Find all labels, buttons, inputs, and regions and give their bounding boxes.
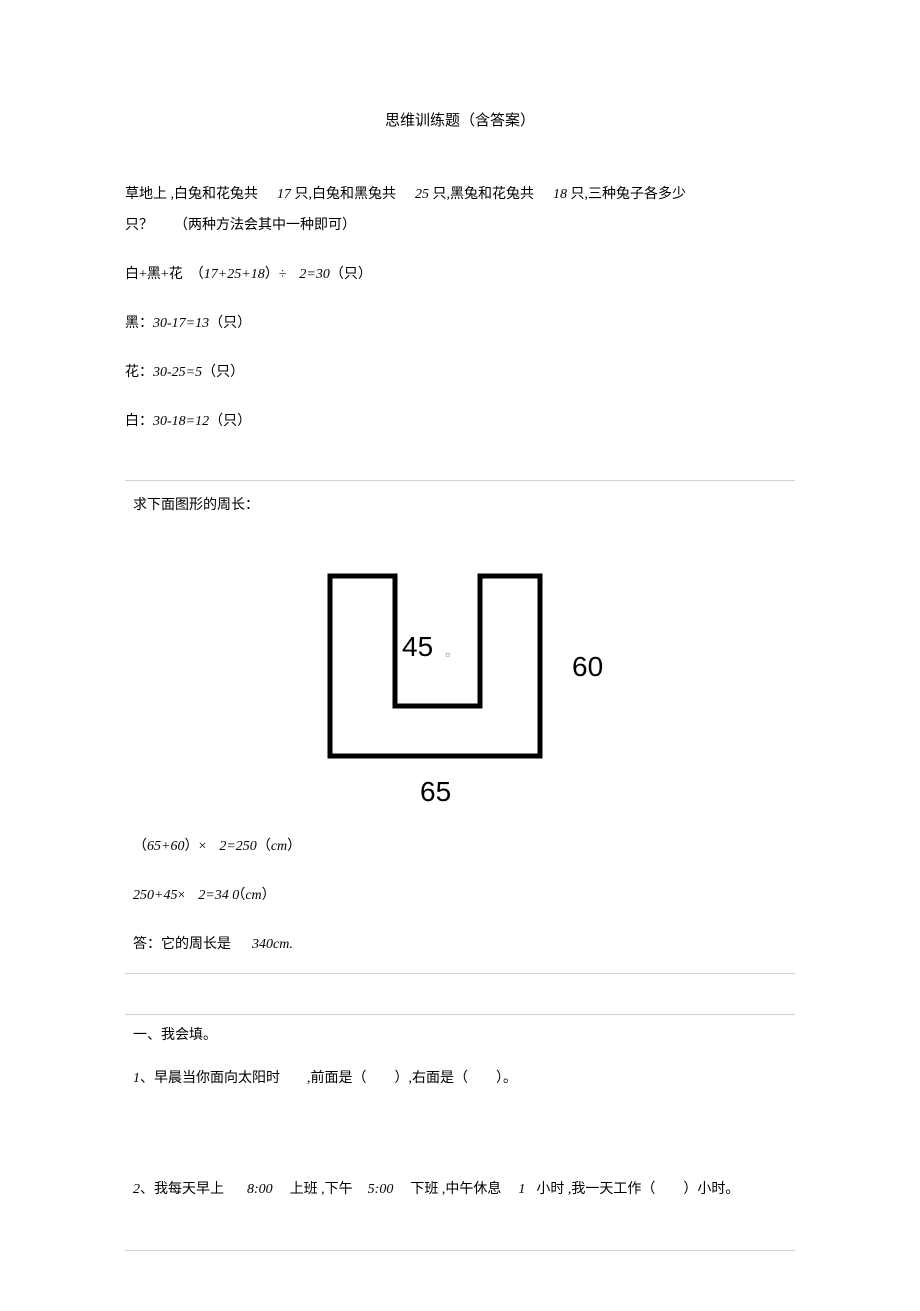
- u-shape-diagram: 45 ▫ 60 65: [290, 546, 630, 816]
- u-shape-path: [330, 576, 540, 756]
- s3-q1: 1、早晨当你面向太阳时 ,前面是（ ）,右面是（ ）。: [133, 1068, 787, 1089]
- p1-num-2: 25: [415, 187, 429, 202]
- s3-heading: 一、我会填。: [133, 1025, 787, 1046]
- p2-answer: 答：它的周长是 340cm.: [133, 934, 787, 955]
- p1-solution-2: 黑：30-17=13（只）: [125, 313, 795, 334]
- label-45: 45: [402, 631, 433, 662]
- problem-1-text: 草地上 ,白兔和花兔共 17 只,白兔和黑兔共 25 只,黑兔和花兔共 18 只…: [125, 181, 795, 236]
- p1-solution-1: 白+黑+花 （17+25+18）÷ 2=30（只）: [125, 264, 795, 285]
- p2-figure: 45 ▫ 60 65: [133, 546, 787, 816]
- problem-2-section: 求下面图形的周长： 45 ▫ 60 65 （65+60）× 2=250（cm） …: [125, 480, 795, 974]
- p1-line2: 只？ （两种方法会其中一种即可）: [125, 215, 795, 236]
- p2-calc-2: 250+45× 2=34 0（cm）: [133, 885, 787, 906]
- label-60: 60: [572, 651, 603, 682]
- section-3: 一、我会填。 1、早晨当你面向太阳时 ,前面是（ ）,右面是（ ）。 2、我每天…: [125, 1014, 795, 1251]
- p1-solution-4: 白：30-18=12（只）: [125, 411, 795, 432]
- p1-solution-3: 花：30-25=5（只）: [125, 362, 795, 383]
- p2-calc-1: （65+60）× 2=250（cm）: [133, 836, 787, 857]
- page-title: 思维训练题（含答案）: [125, 110, 795, 133]
- p1-num-3: 18: [553, 187, 567, 202]
- s3-q2: 2、我每天早上 8:00 上班 ,下午 5:00 下班 ,中午休息 1 小时 ,…: [133, 1179, 787, 1200]
- label-dot: ▫: [445, 648, 450, 663]
- p2-prompt: 求下面图形的周长：: [133, 495, 787, 516]
- p1-text-1: 草地上 ,白兔和花兔共: [125, 187, 258, 202]
- p1-num-1: 17: [277, 187, 291, 202]
- label-65: 65: [420, 776, 451, 807]
